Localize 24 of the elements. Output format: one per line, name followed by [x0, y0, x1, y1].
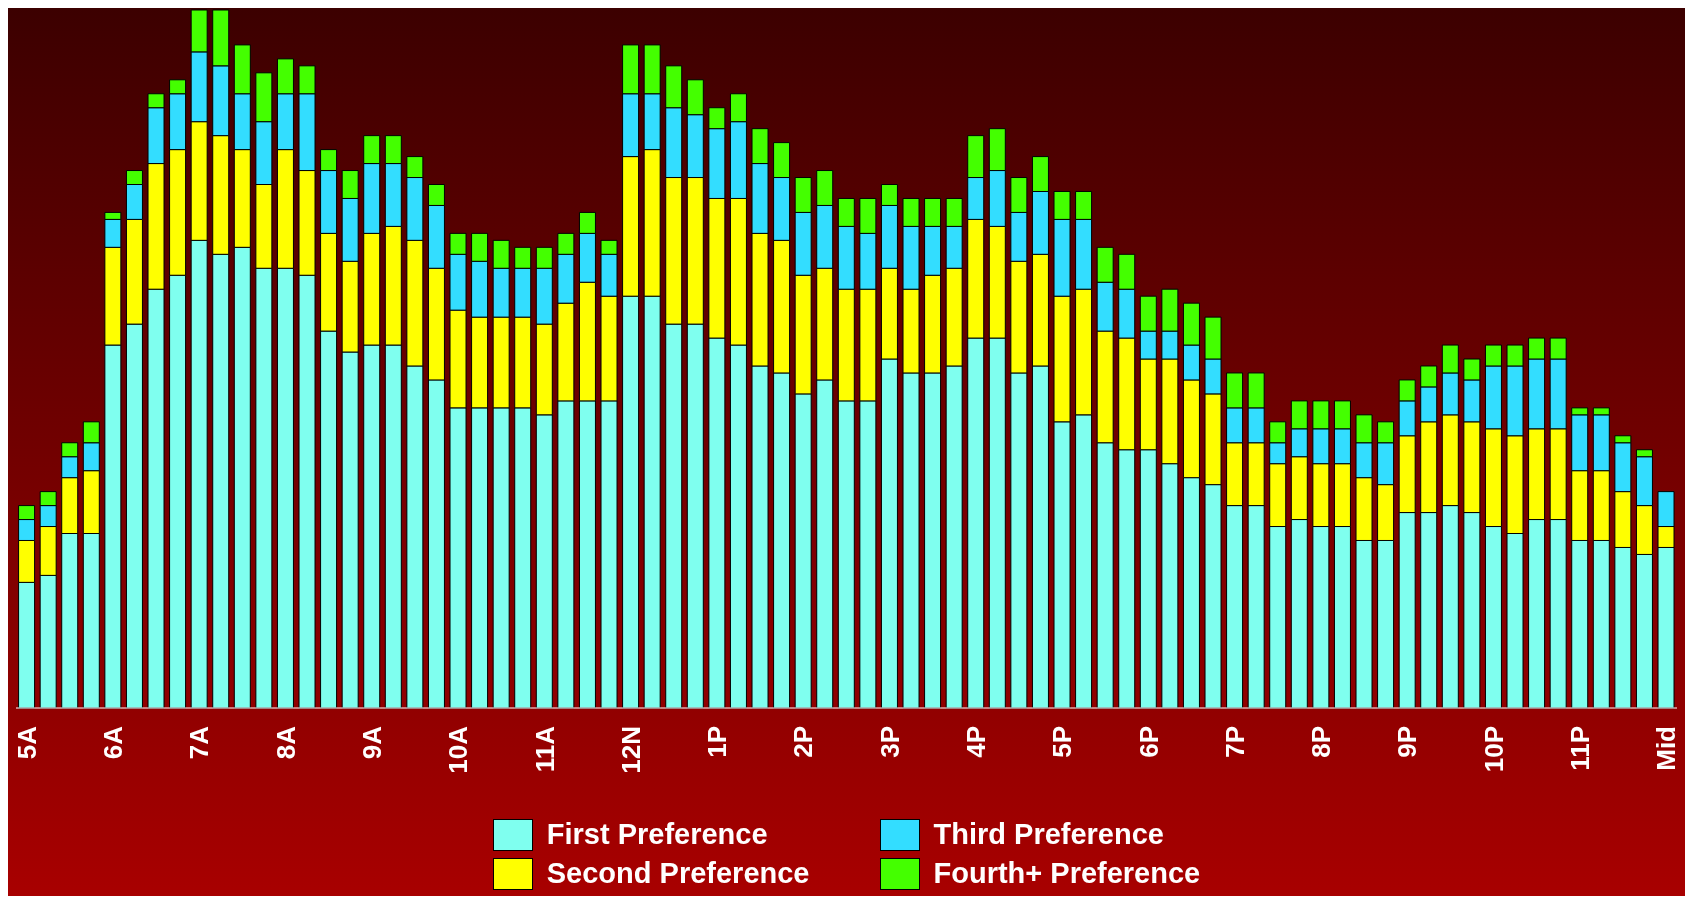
x-tick-label: 7A: [184, 725, 215, 760]
x-tick-label: 8P: [1306, 726, 1337, 758]
x-tick-label: 5P: [1047, 726, 1078, 758]
x-tick-label: 2P: [788, 726, 819, 758]
x-tick-label: 3P: [874, 726, 905, 758]
x-tick-label: 9A: [356, 725, 387, 760]
x-tick-label: 6P: [1133, 726, 1164, 758]
legend-label: Fourth+ Preference: [933, 857, 1201, 890]
x-tick-label: 10A: [443, 725, 474, 774]
x-tick-label: Mid: [1651, 726, 1682, 771]
x-tick-label: 4P: [960, 726, 991, 758]
x-tick-label: 12N: [615, 726, 646, 774]
x-tick-label: 1P: [702, 726, 733, 758]
x-tick-label: 9P: [1392, 726, 1423, 758]
x-tick-label: 7P: [1219, 726, 1250, 758]
x-tick-label: 10P: [1478, 726, 1509, 773]
legend-label: Third Preference: [933, 818, 1164, 851]
legend-label: Second Preference: [546, 857, 810, 890]
x-tick-label: 11A: [529, 725, 560, 773]
x-tick-label: 8A: [270, 725, 301, 760]
x-tick-label: 11P: [1564, 726, 1595, 771]
legend-label: First Preference: [546, 818, 768, 851]
x-tick-label: 6A: [98, 725, 129, 760]
x-tick-label: 5A: [11, 725, 42, 760]
